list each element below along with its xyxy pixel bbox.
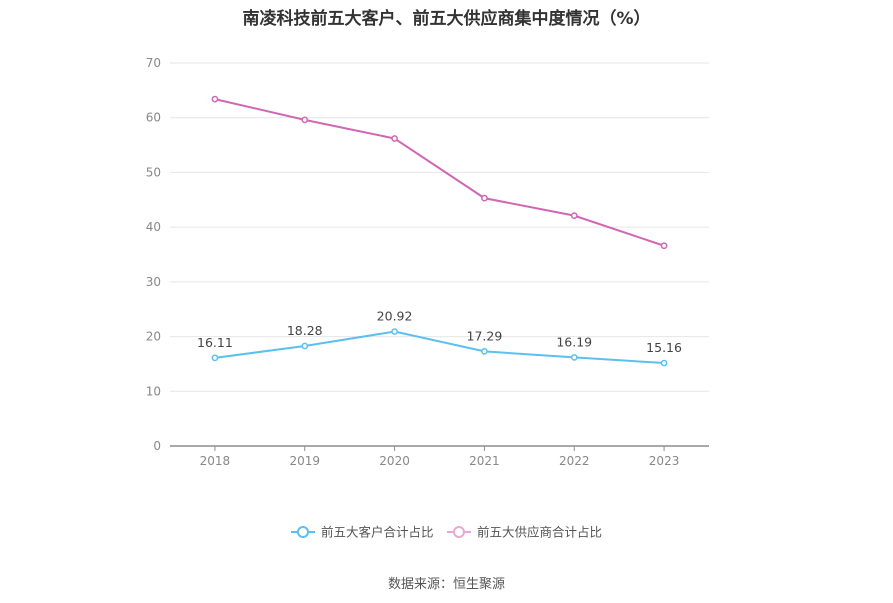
data-source-note: 数据来源：恒生聚源 [387,577,505,592]
x-tick-label: 2019 [289,454,320,468]
data-point [391,328,398,335]
legend-marker-2 [453,526,465,538]
data-label: 16.11 [197,335,233,350]
chart-title: 南凌科技前五大客户、前五大供应商集中度情况（%） [242,9,651,29]
data-point [481,348,488,355]
data-point [481,194,488,202]
x-tick-label: 2020 [379,454,410,468]
data-point [211,354,219,362]
y-tick-label: 70 [146,56,161,70]
data-label: 17.29 [467,328,503,343]
data-point [660,242,668,250]
data-point [211,95,219,103]
data-point [301,116,309,124]
x-tick-label: 2022 [559,454,590,468]
series-line-2 [214,98,665,247]
y-tick-label: 60 [146,111,161,125]
y-tick-label: 30 [146,275,161,289]
data-label: 16.19 [556,334,592,349]
y-tick-label: 10 [146,384,161,398]
legend-marker-1 [297,526,309,538]
data-label: 18.28 [287,323,323,338]
data-point [570,212,578,220]
legend-label-2: 前五大供应商合计占比 [477,525,602,540]
y-tick-label: 20 [146,330,161,344]
x-tick-label: 2023 [649,454,680,468]
data-label: 20.92 [377,309,413,324]
legend-label-1: 前五大客户合计占比 [321,525,434,540]
data-point [570,354,578,361]
x-tick-label: 2018 [200,454,231,468]
data-point [660,359,668,367]
y-tick-label: 50 [146,165,161,179]
y-tick-label: 40 [146,220,161,234]
data-label: 15.16 [646,340,682,355]
x-tick-label: 2021 [469,454,500,468]
data-point [301,342,309,350]
y-tick-label: 0 [153,439,161,453]
series-line-1 [214,330,665,365]
data-point [391,135,398,142]
